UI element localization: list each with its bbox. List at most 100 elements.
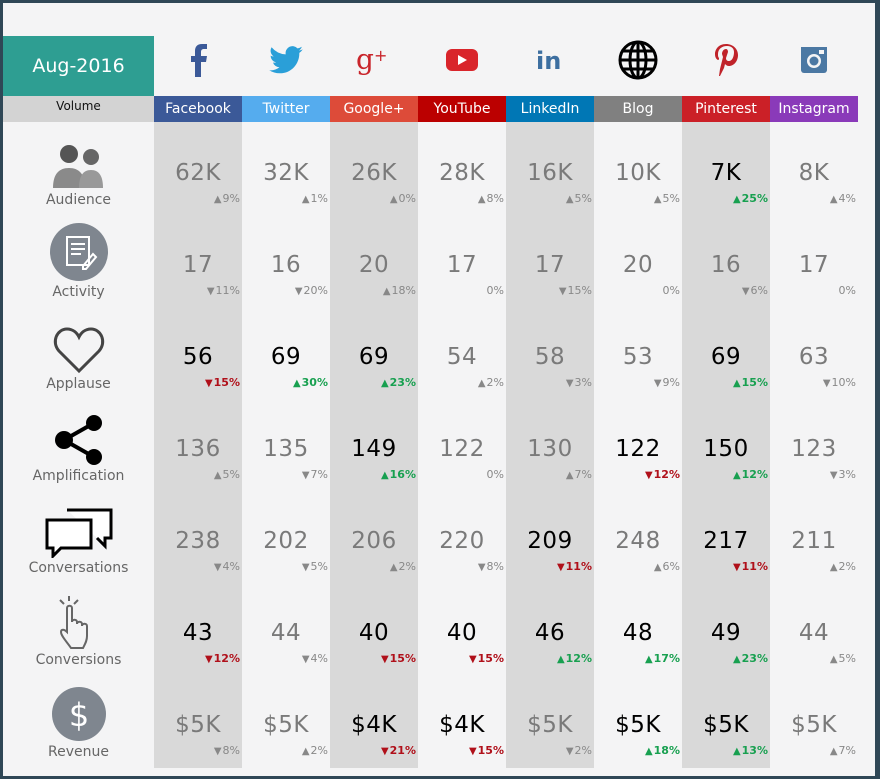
change-indicator: ▲7% [830, 744, 856, 757]
change-percent: 13% [741, 744, 768, 757]
metric-label: Applause [46, 376, 111, 392]
table-cell: 58 ▼3% [506, 306, 594, 398]
metric-value: 63 [798, 344, 830, 370]
metric-label: Amplification [32, 468, 125, 484]
change-indicator: ▼8% [478, 560, 504, 573]
table-cell: 17 0% [770, 214, 858, 306]
volume-label: Volume [3, 96, 154, 122]
metric-audience: Audience [3, 130, 154, 222]
change-indicator: ▲4% [830, 192, 856, 205]
metric-amplification: Amplification [3, 406, 154, 498]
arrow-down-icon: ▼ [204, 378, 213, 389]
table-cell: 150 ▲12% [682, 398, 770, 490]
change-indicator: ▼15% [205, 376, 240, 389]
change-percent: 0% [662, 284, 680, 297]
arrow-up-icon: ▲ [732, 746, 741, 757]
svg-text:in: in [536, 47, 561, 73]
change-percent: 11% [565, 560, 592, 573]
arrow-up-icon: ▲ [301, 746, 310, 757]
table-cell: 211 ▲2% [770, 490, 858, 582]
arrow-down-icon: ▼ [213, 746, 222, 757]
change-indicator: ▼11% [557, 560, 592, 573]
change-percent: 5% [662, 192, 680, 205]
document-edit-icon [3, 222, 154, 282]
change-percent: 15% [213, 376, 240, 389]
arrow-up-icon: ▲ [644, 746, 653, 757]
network-header-7[interactable]: Instagram [770, 96, 858, 122]
change-indicator: ▲8% [478, 192, 504, 205]
table-cell: 136 ▲5% [154, 398, 242, 490]
metric-value: 32K [263, 160, 309, 186]
network-header-0[interactable]: Facebook [154, 96, 242, 122]
period-selector[interactable]: Aug-2016 [3, 36, 154, 96]
arrow-up-icon: ▲ [653, 194, 662, 205]
change-percent: 4% [310, 652, 328, 665]
metric-value: 10K [615, 160, 661, 186]
table-cell: 54 ▲2% [418, 306, 506, 398]
change-indicator: ▼15% [469, 652, 504, 665]
metric-value: 20 [622, 252, 654, 278]
arrow-up-icon: ▲ [213, 194, 222, 205]
change-indicator: ▲6% [654, 560, 680, 573]
metric-value: 130 [527, 436, 573, 462]
network-header-6[interactable]: Pinterest [682, 96, 770, 122]
metric-value: 209 [527, 528, 573, 554]
table-cell: $5K ▼2% [506, 674, 594, 766]
change-percent: 0% [486, 468, 504, 481]
table-cell: 32K ▲1% [242, 122, 330, 214]
arrow-up-icon: ▲ [389, 562, 398, 573]
change-indicator: ▲5% [830, 652, 856, 665]
table-cell: 69 ▲15% [682, 306, 770, 398]
metric-value: 17 [534, 252, 566, 278]
arrow-up-icon: ▲ [213, 470, 222, 481]
metric-value: $5K [615, 712, 661, 738]
arrow-down-icon: ▼ [380, 654, 389, 665]
table-cell: $5K ▲2% [242, 674, 330, 766]
metric-value: 54 [446, 344, 478, 370]
metric-conversions: Conversions [3, 590, 154, 682]
change-percent: 2% [310, 744, 328, 757]
network-header-3[interactable]: YouTube [418, 96, 506, 122]
arrow-up-icon: ▲ [644, 654, 653, 665]
arrow-up-icon: ▲ [301, 194, 310, 205]
network-header-4[interactable]: LinkedIn [506, 96, 594, 122]
arrow-up-icon: ▲ [382, 286, 391, 297]
facebook-icon [154, 40, 242, 80]
change-indicator: ▲17% [645, 652, 680, 665]
arrow-down-icon: ▼ [301, 470, 310, 481]
change-percent: 5% [310, 560, 328, 573]
table-cell: 63 ▼10% [770, 306, 858, 398]
share-icon [3, 406, 154, 466]
metric-value: 206 [351, 528, 397, 554]
change-indicator: ▼5% [302, 560, 328, 573]
network-header-5[interactable]: Blog [594, 96, 682, 122]
metric-value: 62K [175, 160, 221, 186]
metric-value: 17 [182, 252, 214, 278]
table-cell: 44 ▲5% [770, 582, 858, 674]
table-cell: 62K ▲9% [154, 122, 242, 214]
change-indicator: ▼12% [645, 468, 680, 481]
change-percent: 0% [486, 284, 504, 297]
change-indicator: ▲13% [733, 744, 768, 757]
change-indicator: ▲18% [383, 284, 416, 297]
table-cell: 220 ▼8% [418, 490, 506, 582]
change-percent: 2% [574, 744, 592, 757]
change-indicator: ▲25% [733, 192, 768, 205]
change-indicator: ▼20% [295, 284, 328, 297]
change-indicator: ▲30% [293, 376, 328, 389]
change-indicator: ▼8% [214, 744, 240, 757]
table-cell: 43 ▼12% [154, 582, 242, 674]
network-header-2[interactable]: Google+ [330, 96, 418, 122]
metric-value: 20 [358, 252, 390, 278]
table-cell: 49 ▲23% [682, 582, 770, 674]
change-percent: 25% [741, 192, 768, 205]
network-header-1[interactable]: Twitter [242, 96, 330, 122]
table-cell: 69 ▲30% [242, 306, 330, 398]
metric-value: 48 [622, 620, 654, 646]
change-indicator: ▲2% [390, 560, 416, 573]
change-percent: 9% [662, 376, 680, 389]
change-indicator: ▲2% [478, 376, 504, 389]
change-percent: 0% [838, 284, 856, 297]
metric-label: Revenue [48, 744, 109, 760]
metric-label: Audience [45, 192, 112, 208]
